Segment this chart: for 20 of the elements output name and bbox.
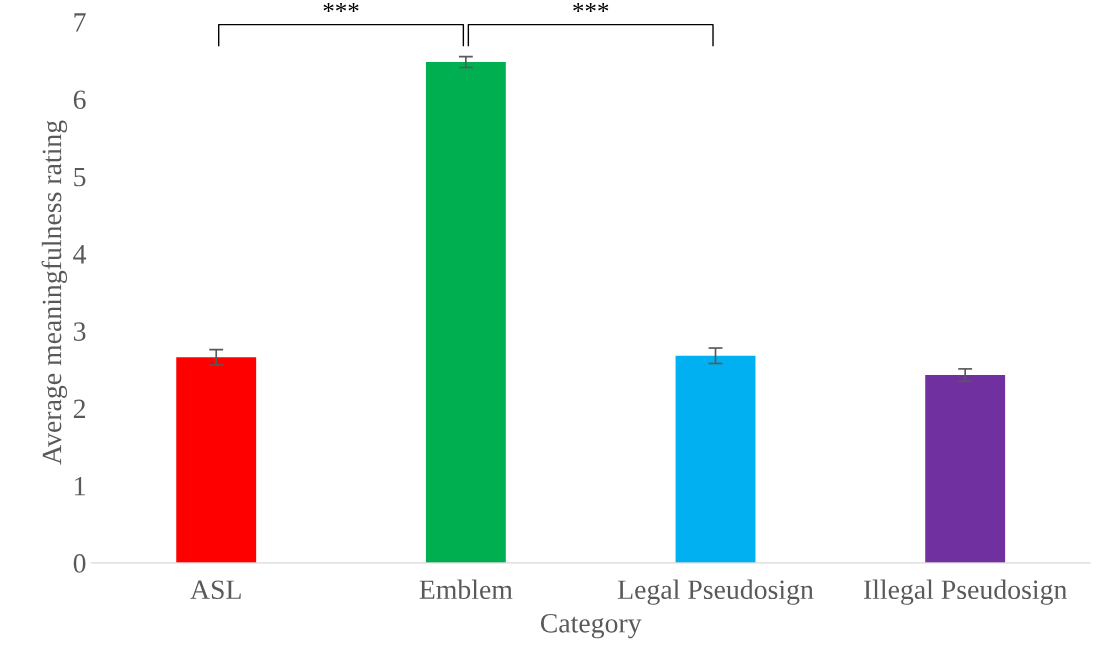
- bar: [176, 357, 257, 563]
- bar: [925, 375, 1006, 563]
- y-tick-label: 5: [74, 167, 86, 187]
- x-tick-label: ASL: [190, 580, 241, 600]
- x-tick-label: Legal Pseudosign: [617, 579, 814, 605]
- x-tick-label: Emblem: [419, 579, 513, 600]
- bar: [425, 62, 506, 563]
- y-tick-label: 4: [73, 245, 87, 264]
- y-tick-label: 2: [73, 399, 85, 418]
- x-tick-label: Illegal Pseudosign: [863, 579, 1067, 605]
- y-axis-title: Average meaningfulness rating: [41, 120, 68, 465]
- x-axis-title: Category: [540, 613, 642, 639]
- y-tick-label: 1: [75, 476, 85, 496]
- text: ***: [323, 2, 359, 13]
- y-tick-label: 0: [73, 554, 86, 573]
- text: ***: [573, 2, 609, 13]
- y-tick-label: 7: [74, 13, 86, 32]
- y-tick-label: 3: [73, 322, 86, 341]
- y-tick-label: 6: [73, 90, 86, 110]
- bar: [675, 355, 756, 563]
